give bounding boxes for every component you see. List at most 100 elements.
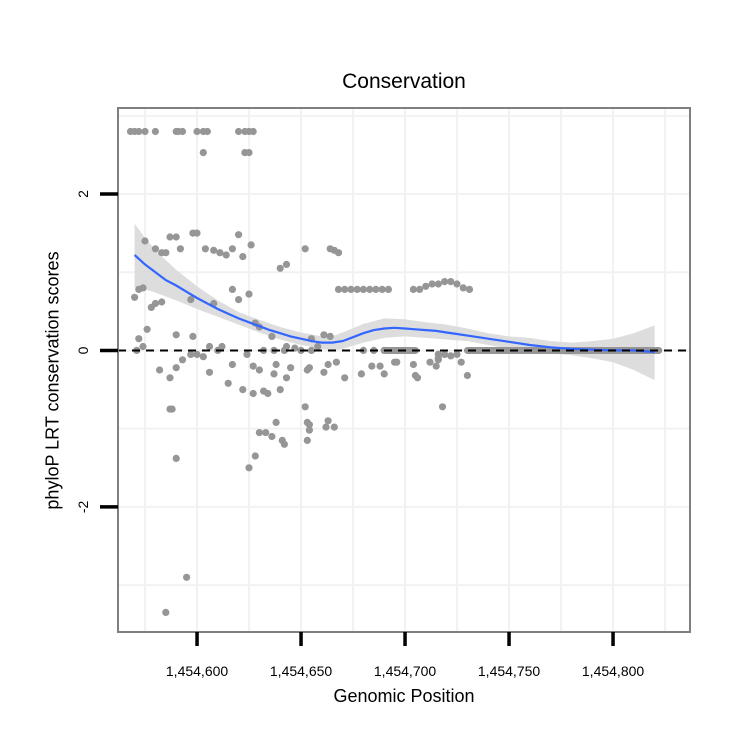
- data-point: [201, 245, 209, 253]
- data-point: [245, 464, 253, 472]
- data-point: [235, 296, 243, 304]
- data-point: [384, 285, 392, 293]
- data-point: [378, 285, 386, 293]
- data-point: [416, 285, 424, 293]
- data-point: [210, 246, 218, 254]
- data-point: [135, 335, 143, 343]
- data-point: [235, 127, 243, 136]
- x-tick-label: 1,454,650: [270, 663, 332, 679]
- data-point: [239, 253, 247, 261]
- data-point: [334, 285, 343, 293]
- data-point: [187, 296, 195, 304]
- data-point: [357, 370, 365, 378]
- data-point: [324, 417, 332, 425]
- x-axis: 1,454,600 1,454,650 1,454,700 1,454,750 1,45…: [166, 632, 644, 679]
- data-point: [151, 299, 159, 308]
- data-point: [245, 149, 253, 157]
- data-point: [135, 127, 143, 136]
- data-point: [457, 358, 465, 366]
- data-point: [447, 278, 455, 286]
- data-point: [158, 298, 166, 306]
- gridlines: [118, 108, 690, 632]
- data-point: [282, 374, 291, 382]
- data-point: [255, 429, 263, 437]
- data-point: [172, 454, 180, 462]
- data-point: [249, 362, 257, 370]
- y-axis-label: phyloP LRT conservation scores: [42, 251, 63, 510]
- smooth-curve: [133, 254, 655, 354]
- data-point: [276, 386, 284, 394]
- confidence-band: [134, 223, 655, 381]
- data-point: [151, 127, 159, 136]
- smooth-line: [133, 254, 655, 354]
- data-point: [272, 360, 280, 369]
- data-point: [228, 360, 236, 369]
- data-point: [287, 364, 295, 372]
- data-point: [320, 368, 328, 376]
- confidence-band-area: [134, 223, 655, 381]
- data-point: [353, 285, 361, 293]
- y-tick-label: -2: [75, 500, 91, 513]
- data-point: [426, 358, 434, 366]
- data-point: [465, 285, 474, 293]
- data-point: [203, 127, 211, 136]
- data-point: [341, 374, 349, 382]
- data-point: [239, 386, 247, 394]
- data-point: [222, 251, 230, 259]
- data-point: [205, 368, 214, 376]
- data-point: [141, 237, 149, 245]
- x-tick-label: 1,454,600: [166, 663, 228, 679]
- data-point: [243, 350, 251, 358]
- data-point: [172, 331, 180, 339]
- data-point: [428, 280, 436, 288]
- data-point: [162, 608, 170, 617]
- data-point: [334, 249, 343, 257]
- data-point: [459, 284, 467, 292]
- data-point: [162, 249, 170, 257]
- data-point: [372, 285, 380, 293]
- data-point: [166, 374, 174, 382]
- data-point: [139, 342, 147, 351]
- data-point: [268, 432, 276, 441]
- data-point: [303, 436, 311, 444]
- data-point: [391, 358, 399, 366]
- data-point: [251, 452, 259, 460]
- data-point: [322, 423, 330, 431]
- data-point: [282, 260, 291, 268]
- data-point: [131, 293, 139, 301]
- data-point: [172, 233, 180, 241]
- data-point: [141, 127, 149, 136]
- data-point: [453, 280, 461, 288]
- data-point: [463, 371, 471, 380]
- chart-title: Conservation: [342, 70, 466, 93]
- data-point: [332, 358, 340, 366]
- data-point: [168, 405, 176, 413]
- data-point: [413, 374, 422, 382]
- data-point: [434, 354, 442, 362]
- data-point: [441, 350, 449, 358]
- data-point: [434, 280, 442, 288]
- data-point: [368, 362, 376, 370]
- data-point: [193, 350, 201, 358]
- data-point: [235, 231, 243, 239]
- data-point: [409, 360, 417, 369]
- x-tick-label: 1,454,800: [582, 663, 644, 679]
- data-point: [359, 285, 367, 293]
- data-point: [307, 346, 315, 354]
- data-point: [305, 426, 313, 434]
- x-axis-label: Genomic Position: [333, 686, 475, 706]
- data-point: [178, 127, 187, 136]
- data-point: [205, 342, 214, 351]
- data-point: [262, 429, 270, 437]
- data-point: [301, 245, 309, 253]
- data-point: [199, 149, 207, 157]
- data-point: [341, 285, 349, 293]
- data-point: [178, 356, 187, 364]
- data-point: [432, 362, 440, 370]
- data-point: [216, 249, 224, 257]
- plot-panel: [118, 108, 690, 632]
- data-point: [326, 332, 334, 340]
- data-point: [330, 423, 338, 431]
- data-point: [249, 127, 257, 136]
